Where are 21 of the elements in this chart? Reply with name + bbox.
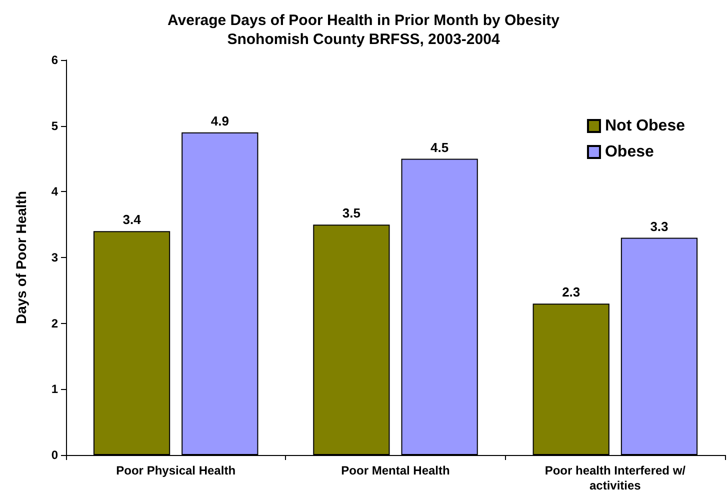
- x-tick-label: Poor Physical Health: [116, 464, 236, 478]
- y-tick-label: 0: [51, 448, 58, 462]
- y-tick-label: 1: [51, 382, 58, 396]
- data-label: 2.3: [562, 284, 580, 300]
- y-tick-label: 5: [51, 118, 58, 133]
- chart-subtitle: Snohomish County BRFSS, 2003-2004: [227, 31, 500, 48]
- y-tick-label: 3: [51, 250, 58, 264]
- x-tick-label: Poor health Interfered w/activities: [544, 464, 686, 492]
- data-label: 4.5: [430, 140, 449, 155]
- y-axis-title: Days of Poor Health: [13, 190, 29, 324]
- data-label: 4.9: [210, 113, 229, 128]
- y-tick-label: 4: [51, 184, 58, 199]
- x-tick-label: Poor Mental Health: [341, 464, 450, 478]
- legend-label: Obese: [604, 144, 654, 160]
- y-tick-label: 6: [51, 53, 58, 67]
- data-label: 3.4: [122, 212, 142, 228]
- data-label: 3.3: [650, 218, 668, 234]
- chart-title: Average Days of Poor Health in Prior Month by Obesity: [167, 12, 560, 29]
- data-label: 3.5: [342, 206, 360, 221]
- y-tick-label: 2: [51, 316, 58, 330]
- legend-label: Not Obese: [604, 118, 686, 134]
